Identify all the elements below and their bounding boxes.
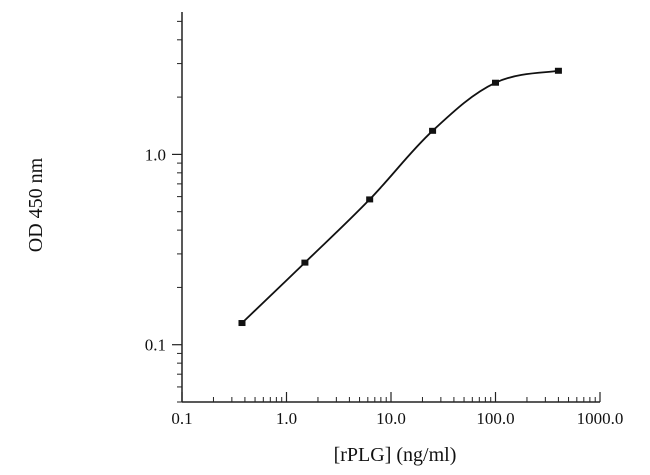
series <box>238 67 562 327</box>
x-tick-label: 100.0 <box>476 409 514 428</box>
ticks: 0.1 1.0 10.0 100.0 1000.0 0.1 1.0 <box>145 20 624 428</box>
series-line <box>241 69 559 324</box>
data-point <box>554 67 562 74</box>
x-tick-label: 1000.0 <box>577 409 624 428</box>
y-tick-label: 0.1 <box>145 336 166 355</box>
data-point <box>429 127 437 134</box>
data-point <box>492 79 499 86</box>
data-point <box>301 259 309 266</box>
data-point <box>366 196 374 203</box>
x-tick-label: 0.1 <box>171 409 192 428</box>
axes <box>181 12 600 403</box>
data-point <box>238 320 246 327</box>
y-axis-title: OD 450 nm <box>25 157 47 252</box>
y-tick-label: 1.0 <box>145 145 166 164</box>
x-tick-label: 1.0 <box>276 409 297 428</box>
x-axis-title: [rPLG] (ng/ml) <box>334 444 457 466</box>
x-tick-label: 10.0 <box>376 409 406 428</box>
